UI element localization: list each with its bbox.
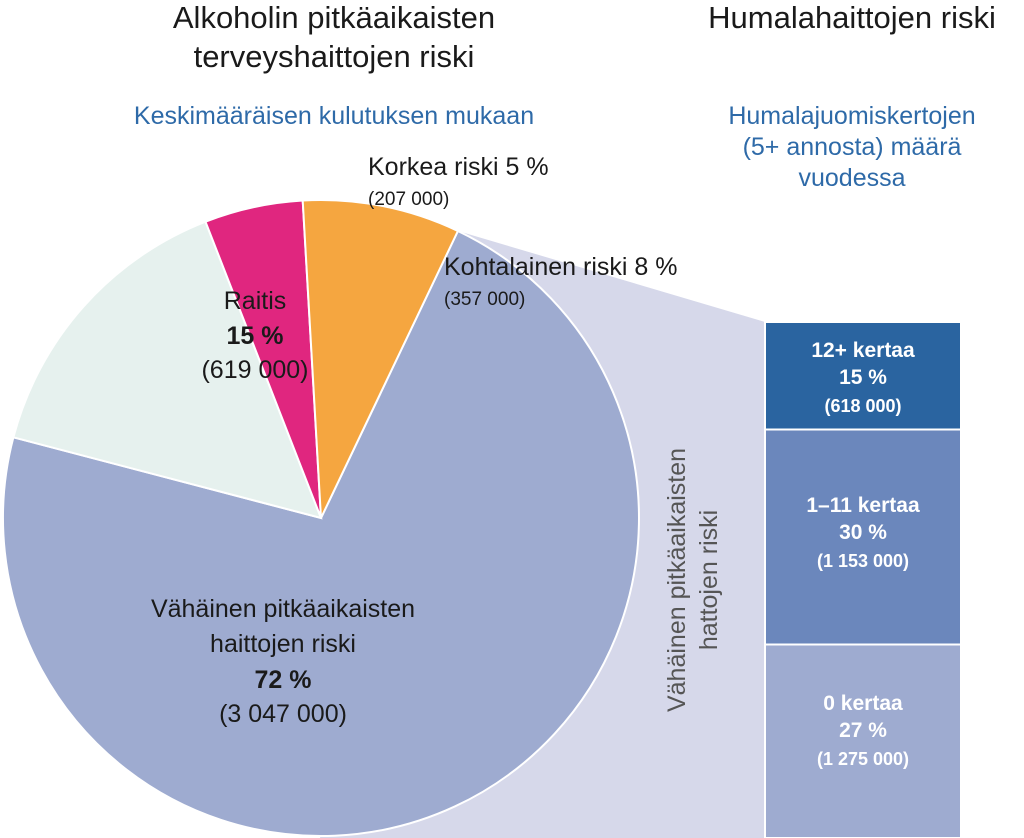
- pie-title-line-2: terveyshaittojen riski: [194, 39, 475, 74]
- bar-percent-12plus: 15 %: [839, 366, 887, 389]
- bar-count-0: (1 275 000): [817, 749, 909, 769]
- bar-percent-0: 27 %: [839, 719, 887, 742]
- bar-subtitle-line-3: vuodessa: [798, 164, 905, 192]
- pie-slice-kohtalainen: [301, 198, 460, 519]
- label-vahainen-count: (3 047 000): [219, 700, 347, 728]
- label-kohtalainen: Kohtalainen riski 8 %: [444, 253, 677, 281]
- pie-slice-raitis: [12, 220, 323, 520]
- bar-label-0: 0 kertaa: [823, 692, 903, 715]
- label-kohtalainen-count: (357 000): [444, 289, 525, 310]
- band-label-line-2: hattojen riski: [695, 510, 723, 650]
- pie-subtitle: Keskimääräisen kulutuksen mukaan: [134, 102, 534, 130]
- bar-label-12plus: 12+ kertaa: [811, 339, 915, 362]
- bar-segment-1-11: [764, 428, 962, 646]
- bar-label-1-11: 1–11 kertaa: [806, 494, 920, 517]
- bar-count-12plus: (618 000): [824, 396, 901, 416]
- bar-segment-12plus: [764, 321, 962, 431]
- bar-title: Humalahaittojen riski: [708, 0, 996, 35]
- label-raitis: Raitis: [224, 287, 287, 315]
- label-vahainen-line-1: Vähäinen pitkäaikaisten: [151, 595, 415, 623]
- bar-segment-0: [764, 643, 962, 838]
- label-korkea-count: (207 000): [368, 189, 449, 210]
- bar-subtitle-line-1: Humalajuomiskertojen: [728, 102, 975, 130]
- label-raitis-count: (619 000): [201, 356, 308, 384]
- pie-title-line-1: Alkoholin pitkäaikaisten: [173, 0, 495, 35]
- band-label-line-1: Vähäinen pitkäaikaisten: [663, 448, 691, 712]
- pie-slice-vahainen: [2, 229, 640, 838]
- bar-count-1-11: (1 153 000): [817, 551, 909, 571]
- label-korkea: Korkea riski 5 %: [368, 153, 549, 181]
- bar-subtitle-line-2: (5+ annosta) määrä: [743, 133, 962, 161]
- label-vahainen-percent: 72 %: [255, 666, 312, 694]
- bar-percent-1-11: 30 %: [839, 521, 887, 544]
- label-vahainen-line-2: haittojen riski: [210, 630, 356, 658]
- label-raitis-percent: 15 %: [227, 322, 284, 350]
